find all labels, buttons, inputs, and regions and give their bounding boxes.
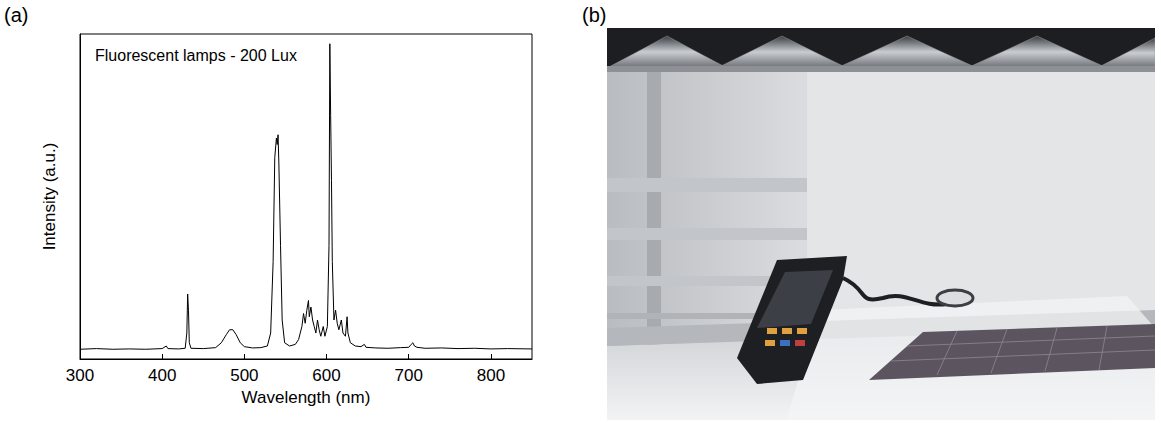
svg-text:700: 700 [395,366,423,385]
svg-text:Intensity (a.u.): Intensity (a.u.) [40,143,59,251]
html-text:(b): (b) [582,4,607,26]
svg-text:300: 300 [66,366,94,385]
svg-text:Wavelength (nm): Wavelength (nm) [242,388,371,407]
svg-text:400: 400 [148,366,176,385]
svg-text:800: 800 [477,366,505,385]
html-text:(a): (a) [4,4,29,26]
svg-text:600: 600 [312,366,340,385]
svg-text:500: 500 [230,366,258,385]
svg-text:Fluorescent lamps - 200 Lux: Fluorescent lamps - 200 Lux [95,47,297,64]
